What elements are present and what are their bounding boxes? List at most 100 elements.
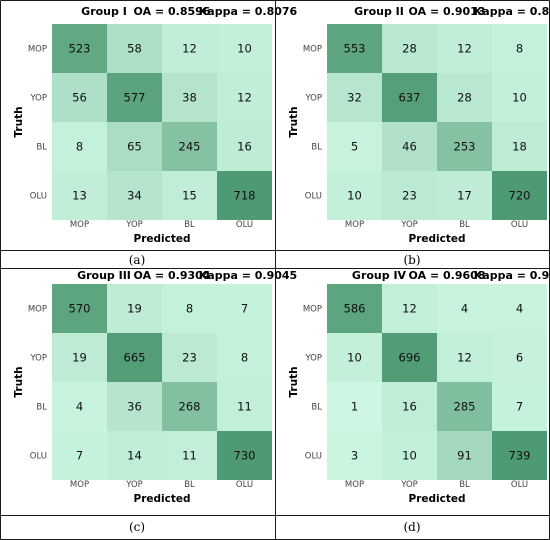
x-axis-label: Predicted: [134, 233, 191, 245]
heatmap-cell: [162, 122, 217, 171]
y-tick-label: OLU: [305, 452, 322, 462]
cell-value-label: 65: [127, 140, 142, 154]
cell-value-label: 13: [72, 189, 87, 203]
heatmap-cell: [437, 284, 492, 333]
cell-value-label: 6: [516, 351, 523, 365]
heatmap-cell: [437, 171, 492, 220]
cell-value-label: 8: [516, 42, 523, 56]
heatmap-cell: [382, 73, 437, 122]
title-kappa: Kappa = 0.9462: [474, 269, 550, 282]
heatmap-cell: [492, 122, 547, 171]
heatmap-cell: [327, 73, 382, 122]
cell-value-label: 10: [347, 189, 362, 203]
cell-value-label: 19: [72, 351, 87, 365]
y-tick-label: OLU: [30, 452, 47, 462]
y-tick-label: BL: [36, 143, 47, 153]
heatmap-cell: [107, 24, 162, 73]
y-tick-label: YOP: [304, 354, 322, 364]
heatmap-cell: [52, 284, 107, 333]
x-tick-label: BL: [184, 220, 195, 230]
cell-value-label: 46: [402, 140, 417, 154]
cell-value-label: 91: [457, 449, 472, 463]
cell-value-label: 10: [512, 91, 527, 105]
cell-value-label: 7: [241, 302, 248, 316]
cell-value-label: 17: [457, 189, 472, 203]
heatmap-cell: [382, 122, 437, 171]
y-axis-label: Truth: [288, 106, 300, 137]
heatmap-cell: [162, 24, 217, 73]
cell-value-label: 577: [124, 91, 146, 105]
heatmap-cell: [52, 122, 107, 171]
title-group: Group IV: [352, 269, 407, 282]
heatmap-cell: [107, 73, 162, 122]
heatmap-cell: [217, 333, 272, 382]
cell-value-label: 8: [76, 140, 83, 154]
heatmap-cell: [107, 171, 162, 220]
x-axis-label: Predicted: [134, 493, 191, 505]
heatmap-cell: [162, 284, 217, 333]
title-group: Group II: [354, 5, 404, 18]
heatmap-cell: [382, 284, 437, 333]
x-tick-label: BL: [459, 480, 470, 490]
heatmap-cell: [327, 431, 382, 480]
x-tick-label: YOP: [400, 480, 418, 490]
cell-value-label: 739: [509, 449, 531, 463]
heatmap-cell: [327, 122, 382, 171]
cell-value-label: 523: [69, 42, 91, 56]
heatmap-cell: [492, 171, 547, 220]
cell-value-label: 4: [76, 400, 83, 414]
heatmap-cell: [492, 284, 547, 333]
heatmap-cell: [492, 431, 547, 480]
x-tick-label: YOP: [125, 220, 143, 230]
cell-value-label: 15: [182, 189, 197, 203]
cell-value-label: 11: [237, 400, 252, 414]
x-tick-label: BL: [184, 480, 195, 490]
heatmap-cell: [52, 382, 107, 431]
cell-value-label: 268: [179, 400, 201, 414]
cell-value-label: 16: [402, 400, 417, 414]
title-group: Group I: [81, 5, 127, 18]
y-tick-label: BL: [311, 143, 322, 153]
heatmap-cell: [327, 171, 382, 220]
cell-value-label: 11: [182, 449, 197, 463]
heatmap-cell: [437, 73, 492, 122]
heatmap-cell: [52, 73, 107, 122]
heatmap-cell: [52, 24, 107, 73]
x-axis-label: Predicted: [409, 493, 466, 505]
cell-value-label: 253: [454, 140, 476, 154]
y-tick-label: MOP: [28, 305, 47, 315]
cell-value-label: 718: [234, 189, 256, 203]
x-tick-label: BL: [459, 220, 470, 230]
cell-value-label: 5: [351, 140, 358, 154]
heatmap-cell: [52, 431, 107, 480]
heatmap-cell: [217, 122, 272, 171]
heatmap-cell: [107, 333, 162, 382]
cell-value-label: 12: [237, 91, 252, 105]
cell-value-label: 38: [182, 91, 197, 105]
heatmap-cell: [217, 284, 272, 333]
y-tick-label: MOP: [28, 45, 47, 55]
heatmap-cell: [437, 382, 492, 431]
title-oa: OA = 0.9304: [134, 269, 211, 282]
title-kappa: Kappa = 0.9045: [199, 269, 297, 282]
x-tick-label: YOP: [400, 220, 418, 230]
y-axis-label: Truth: [13, 366, 25, 397]
heatmap-cell: [327, 382, 382, 431]
cell-value-label: 28: [457, 91, 472, 105]
cell-value-label: 58: [127, 42, 142, 56]
y-tick-label: OLU: [30, 192, 47, 202]
x-tick-label: MOP: [70, 220, 89, 230]
y-tick-label: BL: [36, 403, 47, 413]
heatmap-cell: [107, 122, 162, 171]
cell-value-label: 1: [351, 400, 358, 414]
x-tick-label: OLU: [511, 220, 528, 230]
y-tick-label: MOP: [303, 305, 322, 315]
cell-value-label: 16: [237, 140, 252, 154]
cell-value-label: 34: [127, 189, 142, 203]
cell-value-label: 12: [457, 351, 472, 365]
cell-value-label: 7: [76, 449, 83, 463]
heatmap-cell: [382, 333, 437, 382]
heatmap-cell: [437, 24, 492, 73]
title-oa: OA = 0.9013: [409, 5, 486, 18]
